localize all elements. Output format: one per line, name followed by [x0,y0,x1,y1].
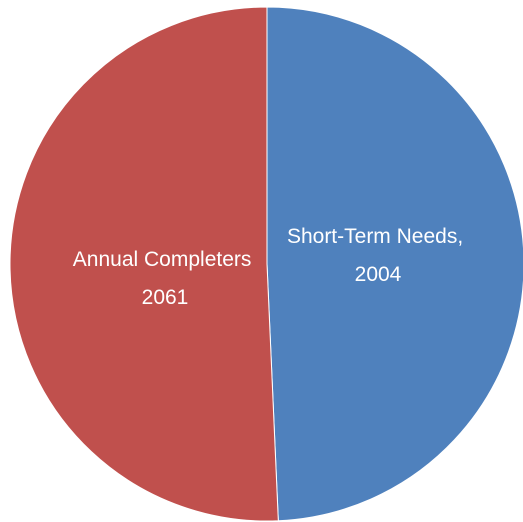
pie-slice-annual-completers [9,6,279,522]
slice-label-annual-completers: Annual Completers 2061 [73,248,257,309]
slice-label-short-term-needs: Short-Term Needs, 2004 [287,225,469,286]
slice-label-annual-completers-value: 2061 [142,286,189,309]
slice-label-annual-completers-name: Annual Completers [73,248,252,271]
slice-label-short-term-needs-value: 2004 [355,263,402,286]
slice-label-short-term-needs-name: Short-Term Needs, [287,225,463,248]
pie-slice-short-term-needs [266,6,523,522]
